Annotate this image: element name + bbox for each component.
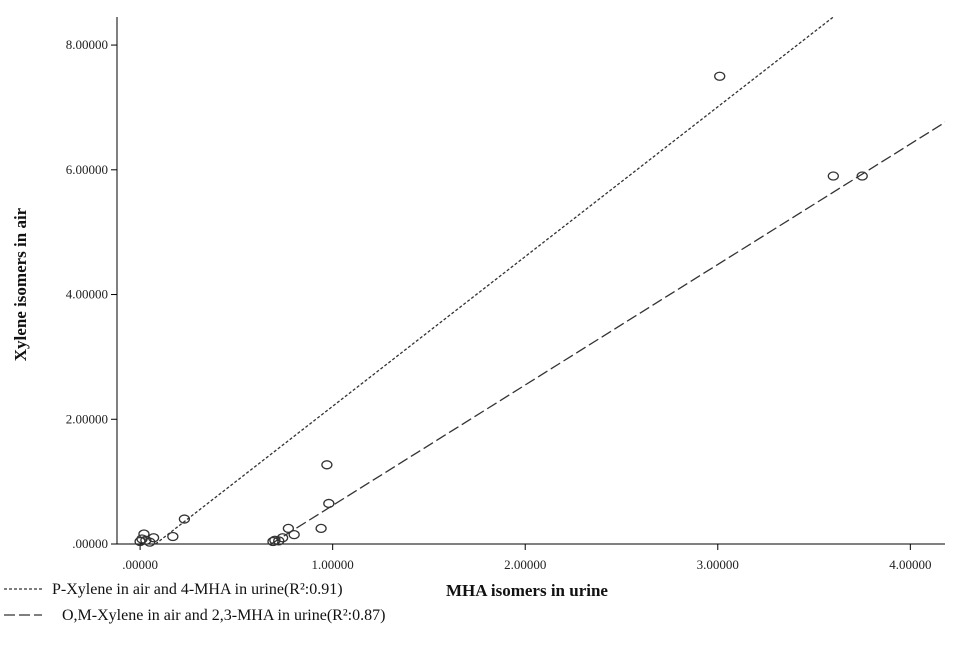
data-point-series-1: [167, 531, 179, 542]
data-point-series-2: [267, 536, 279, 547]
x-axis: .00000 1.00000 2.00000 3.00000 4.00000: [122, 544, 931, 572]
x-tick-label: 1.00000: [312, 557, 354, 572]
data-point-series-2: [276, 533, 289, 543]
data-point-series-1: [714, 71, 726, 81]
legend: P-Xylene in air and 4-MHA in urine(R²:0.…: [4, 581, 385, 624]
x-tick-label: 4.00000: [889, 557, 931, 572]
x-tick-label: 2.00000: [504, 557, 546, 572]
fit-line-series-1: [155, 17, 834, 544]
fit-line-series-2: [270, 121, 945, 544]
y-axis: .00000 2.00000 4.00000 6.00000 8.00000: [66, 37, 117, 551]
data-point-series-1: [178, 514, 191, 524]
x-tick-label: .00000: [122, 557, 158, 572]
legend-label-series-1: P-Xylene in air and 4-MHA in urine(R²:0.…: [52, 581, 343, 598]
data-point-series-2: [288, 529, 300, 540]
data-point-series-2: [273, 536, 285, 546]
y-tick-label: 8.00000: [66, 37, 108, 52]
legend-label-series-2: O,M-Xylene in air and 2,3-MHA in urine(R…: [62, 607, 385, 624]
data-point-series-2: [282, 523, 295, 534]
data-point-series-2: [856, 171, 868, 181]
plot-area: [116, 17, 945, 545]
data-point-series-1: [138, 529, 150, 539]
data-point-series-2: [321, 460, 333, 470]
data-point-series-2: [315, 523, 327, 534]
data-points: [134, 71, 868, 547]
fit-lines: [155, 17, 945, 544]
y-tick-label: .00000: [72, 536, 108, 551]
x-axis-title: MHA isomers in urine: [446, 581, 608, 600]
data-point-series-1: [147, 533, 160, 543]
y-tick-label: 6.00000: [66, 162, 108, 177]
y-tick-label: 2.00000: [66, 411, 108, 426]
data-point-series-2: [323, 498, 335, 509]
data-point-series-2: [827, 171, 839, 181]
y-axis-title: Xylene isomers in air: [11, 207, 30, 361]
y-tick-label: 4.00000: [66, 287, 108, 302]
x-tick-label: 3.00000: [697, 557, 739, 572]
